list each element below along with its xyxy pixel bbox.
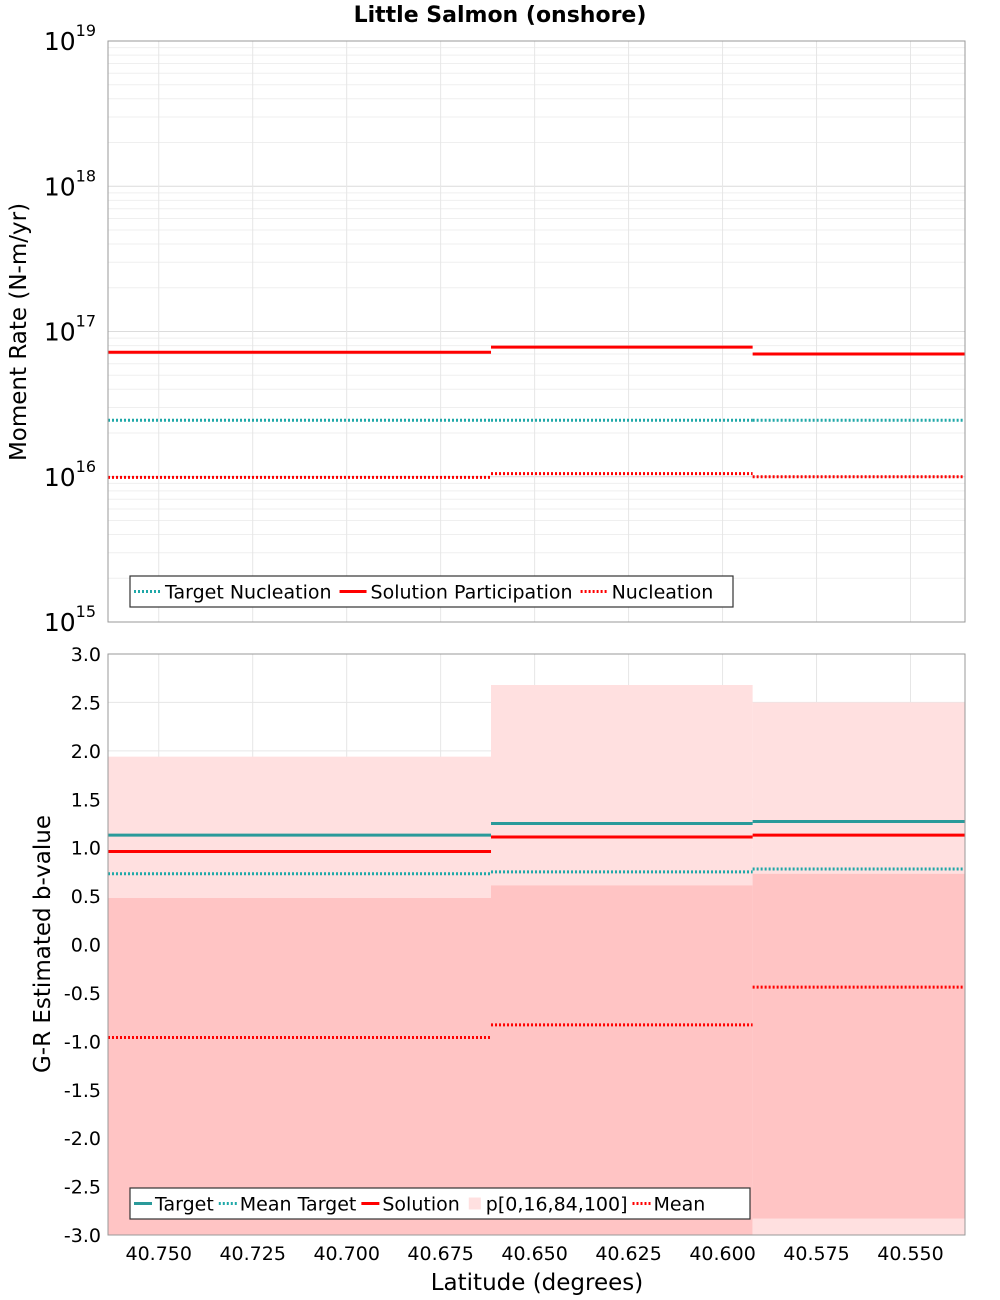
b-value-axis-label: G-R Estimated b-value <box>30 815 56 1073</box>
x-tick-label: 40.700 <box>313 1243 379 1265</box>
y-tick-label: 1017 <box>44 312 96 347</box>
legend-box <box>129 1187 751 1220</box>
p16-p84-band <box>752 873 965 1219</box>
y-tick-label: 1015 <box>44 602 96 637</box>
nucleation-legend-label: Nucleation <box>612 582 714 604</box>
plot-frame <box>107 40 966 623</box>
y-tick-label: 1018 <box>44 166 96 201</box>
x-tick-label: 40.550 <box>877 1243 943 1265</box>
target-nucleation-legend-label: Target Nucleation <box>164 582 332 604</box>
y-tick-label: -3.0 <box>64 1225 101 1247</box>
y-tick-label: 0.5 <box>71 886 101 908</box>
y-tick-label: 3.0 <box>71 644 101 666</box>
x-tick-label: 40.625 <box>595 1243 661 1265</box>
x-tick-label: 40.575 <box>783 1243 849 1265</box>
target-legend-label: Target <box>154 1194 214 1216</box>
y-tick-label: 1019 <box>44 21 96 56</box>
y-tick-label: 1.0 <box>71 838 101 860</box>
x-tick-label: 40.650 <box>501 1243 567 1265</box>
legend-box <box>129 575 734 608</box>
x-tick-label: 40.725 <box>219 1243 285 1265</box>
chart-title: Little Salmon (onshore) <box>354 3 647 28</box>
b-value-panel: 3.0 2.5 2.0 1.5 1.0 0.5 0.0 -0.5 -1.0 -1.5 -2.0 -2.… <box>64 644 966 1265</box>
x-tick-label: 40.750 <box>126 1243 192 1265</box>
y-tick-label: -0.5 <box>64 983 101 1005</box>
x-tick-label: 40.600 <box>689 1243 755 1265</box>
solution-legend-label: Solution <box>382 1194 459 1216</box>
y-tick-label: -2.0 <box>64 1128 101 1150</box>
p16-p84-band <box>491 885 753 1235</box>
mean-target-legend-label: Mean Target <box>240 1194 357 1216</box>
p16-p84-band <box>108 898 492 1235</box>
y-tick-label: 1016 <box>44 457 96 492</box>
mean-legend-label: Mean <box>654 1194 706 1216</box>
p-0-16-84-100-legend-label: p[0,16,84,100] <box>486 1194 628 1216</box>
y-tick-label: 0.0 <box>71 935 101 957</box>
x-tick-label: 40.675 <box>407 1243 473 1265</box>
y-tick-label: 2.5 <box>71 692 101 714</box>
y-tick-label: -1.0 <box>64 1031 101 1053</box>
moment-rate-panel: 1015 1016 1017 1018 1019 Target Nucleation Sol… <box>44 21 966 637</box>
latitude-axis-label: Latitude (degrees) <box>431 1270 644 1296</box>
y-tick-label: 1.5 <box>71 789 101 811</box>
plot-frame <box>107 653 966 1236</box>
y-tick-label: -1.5 <box>64 1080 101 1102</box>
solution-participation-legend-label: Solution Participation <box>371 582 573 604</box>
y-tick-label: 2.0 <box>71 741 101 763</box>
moment-rate-axis-label: Moment Rate (N-m/yr) <box>6 203 32 461</box>
y-tick-label: -2.5 <box>64 1177 101 1199</box>
band-legend-swatch <box>468 1197 481 1210</box>
